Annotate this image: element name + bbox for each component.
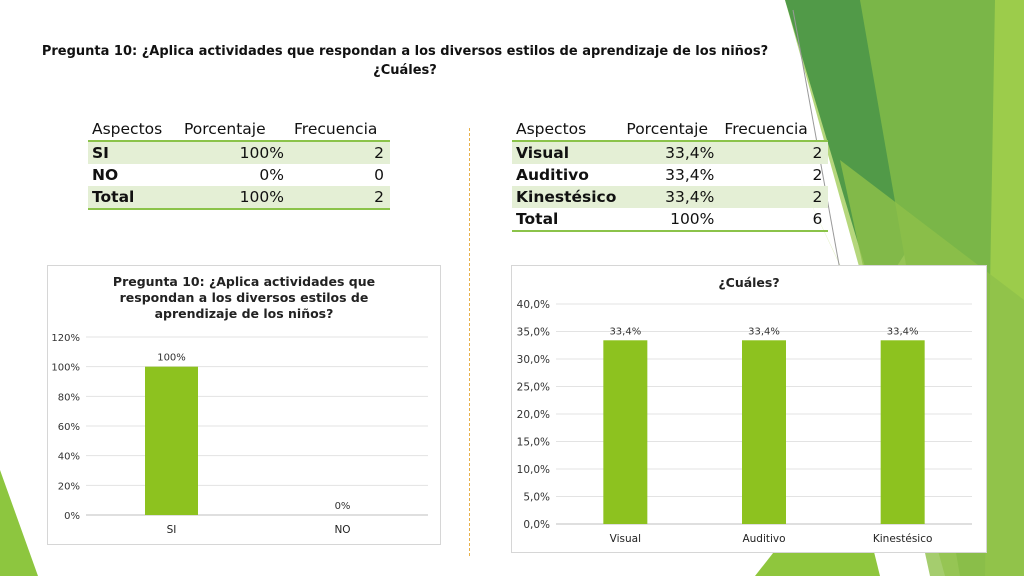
y-tick-label: 30,0% bbox=[517, 354, 550, 366]
chart-title: Pregunta 10: ¿Aplica actividades que res… bbox=[112, 274, 376, 321]
data-label: 33,4% bbox=[609, 326, 641, 337]
table-row: Total 100% 6 bbox=[512, 208, 829, 232]
data-label: 0% bbox=[335, 501, 351, 512]
y-tick-label: 35,0% bbox=[517, 327, 550, 339]
table-cell: NO bbox=[92, 166, 119, 184]
table-cell: 100% bbox=[180, 141, 290, 164]
y-tick-label: 0% bbox=[64, 511, 80, 522]
table-header-row: Aspectos Porcentaje Frecuencia bbox=[512, 118, 829, 142]
y-tick-label: 40,0% bbox=[517, 299, 550, 311]
x-tick-label: NO bbox=[334, 524, 350, 536]
table-row: Visual 33,4% 2 bbox=[512, 141, 829, 164]
y-tick-label: 40% bbox=[58, 452, 80, 463]
table-cell: Visual bbox=[512, 141, 623, 164]
table-row: Auditivo 33,4% 2 bbox=[512, 164, 828, 186]
y-tick-label: 10,0% bbox=[517, 464, 550, 476]
table-cell: Total bbox=[512, 208, 623, 232]
chart-si-no-plot: 0% 20% 40% 60% 80% 100% 120% 100% SI 0% NO bbox=[51, 333, 428, 536]
table-cell: SI bbox=[88, 141, 180, 164]
y-tick-label: 20% bbox=[58, 481, 80, 492]
table-header-cell: Porcentaje bbox=[622, 118, 721, 142]
table-si-no: Aspectos Porcentaje Frecuencia SI 100% 2… bbox=[88, 118, 390, 210]
bar bbox=[742, 340, 786, 524]
page-title-line-1: Pregunta 10: ¿Aplica actividades que res… bbox=[41, 44, 769, 59]
table-header-cell: Frecuencia bbox=[290, 118, 390, 142]
page-title-line-2: ¿Cuáles? bbox=[373, 63, 437, 78]
chart-cuales-plot: 0,0% 5,0% 10,0% 15,0% 20,0% 25,0% 30,0% 35,0% 40… bbox=[517, 299, 972, 545]
y-tick-label: 120% bbox=[51, 333, 80, 344]
y-tick-label: 100% bbox=[51, 363, 80, 374]
chart-title: ¿Cuáles? bbox=[718, 275, 780, 290]
table-cell: 6 bbox=[720, 208, 829, 232]
data-label: 33,4% bbox=[887, 326, 919, 337]
table-cell: 2 bbox=[290, 186, 390, 210]
x-tick-label: Kinestésico bbox=[873, 533, 933, 545]
chart-si-no: Pregunta 10: ¿Aplica actividades que res… bbox=[47, 265, 441, 545]
table-cell: 100% bbox=[622, 208, 721, 232]
table-header-cell: Aspectos bbox=[512, 118, 623, 142]
y-tick-label: 15,0% bbox=[517, 437, 550, 449]
table-header-cell: Frecuencia bbox=[720, 118, 829, 142]
page-title: Pregunta 10: ¿Aplica actividades que res… bbox=[40, 42, 770, 80]
table-estilos: Aspectos Porcentaje Frecuencia Visual 33… bbox=[512, 118, 829, 232]
chart-cuales: ¿Cuáles? 0,0% 5,0% 10,0% 15,0% 20,0% 25,0% 30,… bbox=[511, 265, 987, 553]
y-tick-label: 60% bbox=[58, 422, 80, 433]
table-row: Total 100% 2 bbox=[88, 186, 390, 210]
table-cell: 0% bbox=[259, 166, 284, 184]
table-row: NO 0% 0 bbox=[88, 164, 390, 186]
data-label: 33,4% bbox=[748, 326, 780, 337]
bar bbox=[145, 366, 198, 515]
table-cell: 33,4% bbox=[665, 166, 715, 184]
x-tick-label: Auditivo bbox=[742, 533, 785, 545]
table-cell: 100% bbox=[180, 186, 290, 210]
dashed-divider bbox=[469, 128, 470, 556]
x-tick-label: Visual bbox=[610, 533, 641, 545]
y-tick-label: 20,0% bbox=[517, 409, 550, 421]
table-cell: Kinestésico bbox=[512, 186, 623, 208]
table-row: SI 100% 2 bbox=[88, 141, 390, 164]
table-header-cell: Porcentaje bbox=[180, 118, 290, 142]
table-cell: Auditivo bbox=[516, 166, 589, 184]
data-label: 100% bbox=[157, 353, 186, 364]
table-cell: Total bbox=[88, 186, 180, 210]
table-row: Kinestésico 33,4% 2 bbox=[512, 186, 829, 208]
table-cell: 2 bbox=[720, 186, 829, 208]
table-cell: 33,4% bbox=[622, 141, 721, 164]
table-header-cell: Aspectos bbox=[88, 118, 180, 142]
y-tick-label: 80% bbox=[58, 392, 80, 403]
y-tick-label: 25,0% bbox=[517, 382, 550, 394]
x-tick-label: SI bbox=[167, 524, 177, 536]
table-cell: 2 bbox=[720, 141, 829, 164]
table-cell: 33,4% bbox=[622, 186, 721, 208]
table-cell: 2 bbox=[290, 141, 390, 164]
y-tick-label: 0,0% bbox=[523, 519, 550, 531]
bar bbox=[603, 340, 648, 524]
table-cell: 2 bbox=[812, 166, 823, 184]
table-cell: 0 bbox=[374, 166, 384, 184]
table-header-row: Aspectos Porcentaje Frecuencia bbox=[88, 118, 390, 142]
bar bbox=[880, 340, 925, 524]
y-tick-label: 5,0% bbox=[523, 492, 550, 504]
